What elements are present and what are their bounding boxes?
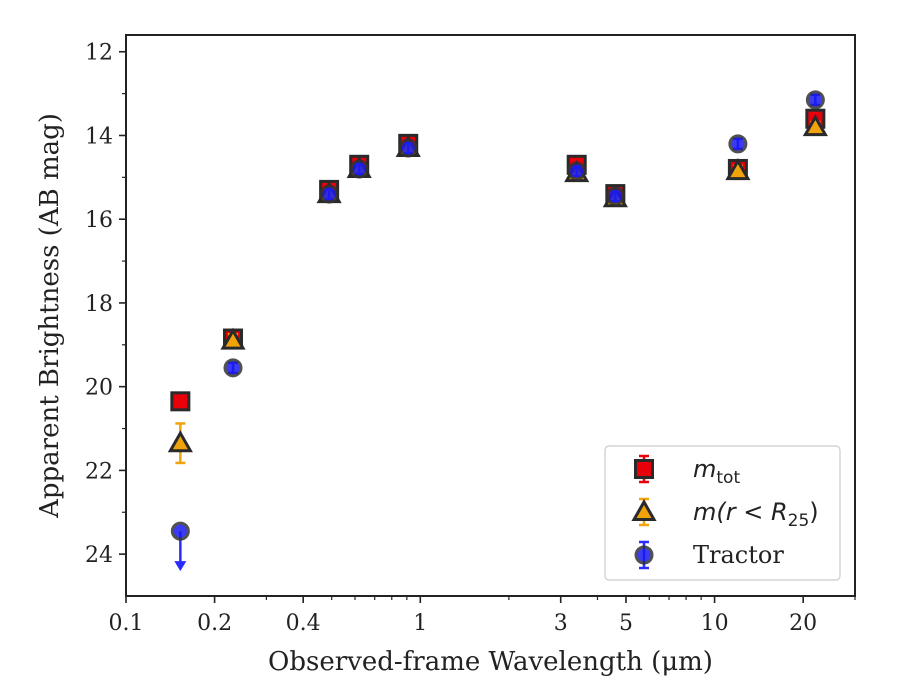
data-point-square — [170, 391, 191, 412]
y-tick-label: 18 — [85, 292, 113, 317]
legend-entry: m(r < R25) — [631, 497, 819, 531]
data-point-triangle — [802, 114, 828, 137]
x-tick-label: 1 — [413, 611, 427, 636]
marker-circle — [319, 184, 339, 204]
marker-circle — [223, 358, 243, 378]
x-tick-label: 0.1 — [109, 611, 144, 636]
legend-entry: Tractor — [634, 540, 784, 570]
data-point-circle — [349, 159, 369, 179]
x-tick-label: 5 — [619, 611, 633, 636]
marker-square — [170, 391, 191, 412]
data-point-circle — [567, 161, 587, 181]
x-tick-label: 10 — [701, 611, 729, 636]
axes: 12 14 16 18 20 22 24 0.1 0.2 0.4 1 3 5 10 20 — [85, 41, 856, 636]
marker-circle — [567, 161, 587, 181]
data-point-circle — [223, 358, 243, 378]
y-tick-label: 12 — [85, 41, 113, 66]
data-point-circle — [319, 184, 339, 204]
y-tick-label: 24 — [85, 543, 113, 568]
y-tick-label: 22 — [85, 459, 113, 484]
data-point-circle — [728, 134, 748, 154]
data-point-circle — [398, 138, 418, 158]
legend-label: mtot — [693, 455, 740, 488]
data-point-circle — [805, 90, 825, 110]
x-tick-label: 3 — [554, 611, 568, 636]
marker-circle — [605, 186, 625, 206]
series-circle — [170, 90, 825, 572]
data-point-triangle — [167, 422, 193, 465]
marker-circle — [805, 90, 825, 110]
marker-triangle — [220, 327, 246, 350]
legend-marker-square — [634, 459, 654, 479]
data-point-circle — [605, 186, 625, 206]
marker-triangle — [725, 158, 751, 181]
plot-marks — [167, 90, 828, 572]
x-tick-label: 0.2 — [197, 611, 232, 636]
y-axis-title: Apparent Brightness (AB mag) — [35, 113, 65, 519]
legend-marker-triangle — [631, 498, 657, 521]
marker-circle — [170, 521, 190, 541]
marker-triangle — [167, 430, 193, 453]
data-point-circle — [170, 521, 190, 572]
legend-frame — [604, 445, 841, 581]
marker-circle — [728, 134, 748, 154]
legend-marker-circle — [634, 545, 654, 565]
y-tick-label: 16 — [85, 208, 113, 233]
data-point-triangle — [220, 327, 246, 350]
x-tick-label: 0.4 — [286, 611, 321, 636]
data-point-triangle — [725, 158, 751, 181]
legend-label: Tractor — [693, 541, 784, 569]
x-tick-label: 20 — [789, 611, 817, 636]
legend-label: m(r < R25) — [693, 498, 819, 531]
upper-limit-arrowhead — [174, 561, 187, 572]
series-triangle — [167, 114, 828, 465]
plot-frame — [125, 34, 856, 597]
marker-circle — [398, 138, 418, 158]
x-axis-title: Observed-frame Wavelength (μm) — [268, 647, 713, 677]
legend-entry: mtot — [634, 454, 740, 488]
y-tick-label: 20 — [85, 376, 113, 401]
legend: mtot m(r < R25) Tractor — [604, 445, 841, 581]
marker-circle — [349, 159, 369, 179]
series-square — [170, 108, 826, 412]
marker-triangle — [802, 114, 828, 137]
y-tick-label: 14 — [85, 124, 113, 149]
